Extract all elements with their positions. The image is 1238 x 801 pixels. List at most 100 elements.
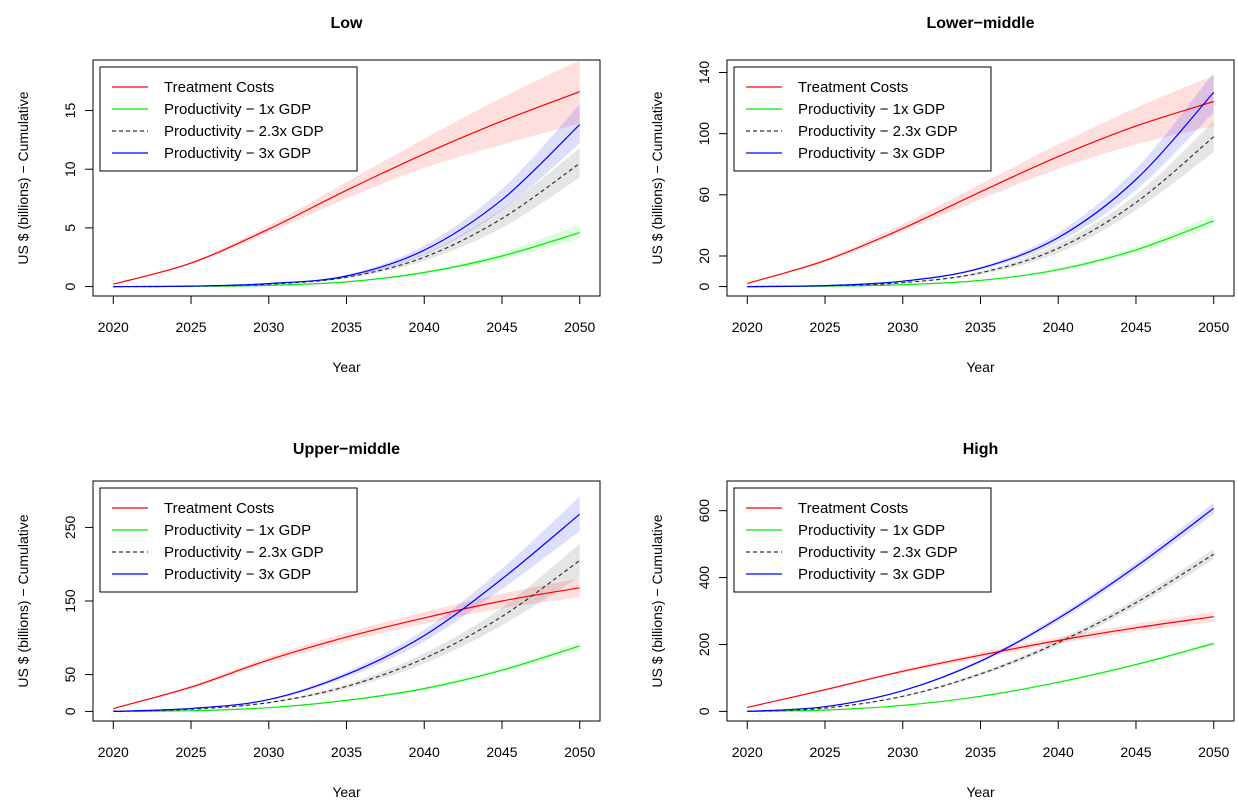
y-axis-label: US $ (billions) − Cumulative xyxy=(649,91,665,264)
chart-title: Low xyxy=(331,15,364,32)
legend-label: Treatment Costs xyxy=(164,79,274,96)
plot-area xyxy=(113,496,581,712)
legend-label: Productivity − 1x GDP xyxy=(164,101,311,118)
plot-area xyxy=(747,72,1215,288)
series-line xyxy=(113,513,581,712)
legend: Treatment Costs Productivity − 1x GDP Prod… xyxy=(733,66,992,172)
x-tick-label: 2035 xyxy=(331,744,362,760)
legend-label: Productivity − 3x GDP xyxy=(164,566,311,583)
y-tick-label: 200 xyxy=(696,633,712,657)
legend-label: Productivity − 3x GDP xyxy=(164,145,311,162)
legend-label: Productivity − 3x GDP xyxy=(798,566,945,583)
series-line xyxy=(747,642,1214,712)
x-tick-label: 2035 xyxy=(965,744,996,760)
legend-label: Treatment Costs xyxy=(798,79,908,96)
series-line xyxy=(113,124,581,288)
series-line xyxy=(747,553,1215,712)
plot-area xyxy=(747,502,1215,712)
series-line xyxy=(113,91,580,285)
y-tick-label: 140 xyxy=(696,61,712,85)
legend-box xyxy=(99,487,358,593)
x-tick-label: 2040 xyxy=(1043,319,1074,335)
x-tick-label: 2030 xyxy=(253,744,284,760)
series-band xyxy=(747,611,1214,708)
x-tick-label: 2025 xyxy=(175,744,206,760)
y-axis-label: US $ (billions) − Cumulative xyxy=(649,514,665,687)
y-tick-label: 150 xyxy=(62,589,78,613)
legend-label: Productivity − 1x GDP xyxy=(164,522,311,539)
chart-panel: Lower−middle 2020 2025 2030 2035 2040 2045 2050… xyxy=(649,15,1235,375)
x-axis-label: Year xyxy=(332,784,361,800)
series-line xyxy=(113,560,581,712)
x-tick-label: 2045 xyxy=(486,744,517,760)
y-tick-label: 250 xyxy=(62,516,78,540)
y-tick-label: 5 xyxy=(62,224,78,232)
chart-title: Lower−middle xyxy=(926,15,1034,32)
legend-label: Treatment Costs xyxy=(798,500,908,517)
x-tick-label: 2045 xyxy=(1120,319,1151,335)
legend-label: Productivity − 3x GDP xyxy=(798,145,945,162)
x-tick-label: 2020 xyxy=(98,744,129,760)
x-tick-label: 2025 xyxy=(809,744,840,760)
y-tick-label: 0 xyxy=(696,282,712,290)
series-line xyxy=(113,645,580,712)
plot-area xyxy=(113,60,581,288)
x-tick-label: 2020 xyxy=(98,319,129,335)
series-line xyxy=(747,92,1215,288)
legend-label: Productivity − 1x GDP xyxy=(798,522,945,539)
y-tick-label: 100 xyxy=(696,122,712,146)
y-tick-label: 50 xyxy=(62,667,78,683)
y-tick-label: 0 xyxy=(62,707,78,715)
legend-label: Productivity − 2.3x GDP xyxy=(164,123,324,140)
series-line xyxy=(747,507,1215,712)
y-tick-label: 600 xyxy=(696,499,712,523)
series-band xyxy=(113,543,580,712)
y-tick-label: 20 xyxy=(696,248,712,264)
x-tick-label: 2020 xyxy=(732,319,763,335)
x-tick-label: 2050 xyxy=(1198,319,1229,335)
legend-label: Productivity − 2.3x GDP xyxy=(798,123,958,140)
x-tick-label: 2025 xyxy=(809,319,840,335)
x-tick-label: 2030 xyxy=(253,319,284,335)
legend-box xyxy=(733,487,992,593)
x-tick-label: 2035 xyxy=(331,319,362,335)
legend-label: Productivity − 1x GDP xyxy=(798,101,945,118)
x-tick-label: 2050 xyxy=(564,744,595,760)
series-line xyxy=(747,616,1214,708)
y-tick-label: 15 xyxy=(62,103,78,119)
x-axis-label: Year xyxy=(332,359,361,375)
chart-title: Upper−middle xyxy=(293,441,400,458)
y-tick-label: 60 xyxy=(696,187,712,203)
x-tick-label: 2025 xyxy=(175,319,206,335)
legend-box xyxy=(733,66,992,172)
chart-panel: Upper−middle 2020 2025 2030 2035 2040 2045 2050… xyxy=(15,441,601,800)
y-axis-label: US $ (billions) − Cumulative xyxy=(15,91,31,264)
legend-box xyxy=(99,66,358,172)
legend-label: Productivity − 2.3x GDP xyxy=(798,544,958,561)
y-tick-label: 0 xyxy=(696,707,712,715)
legend: Treatment Costs Productivity − 1x GDP Prod… xyxy=(99,66,358,172)
series-band xyxy=(113,60,580,285)
x-tick-label: 2035 xyxy=(965,319,996,335)
x-axis-label: Year xyxy=(966,784,995,800)
x-tick-label: 2040 xyxy=(1043,744,1074,760)
series-line xyxy=(747,100,1214,285)
series-line xyxy=(113,587,580,710)
x-tick-label: 2020 xyxy=(732,744,763,760)
legend-label: Treatment Costs xyxy=(164,500,274,517)
x-tick-label: 2050 xyxy=(564,319,595,335)
series-band xyxy=(113,578,580,709)
y-tick-label: 400 xyxy=(696,566,712,590)
legend: Treatment Costs Productivity − 1x GDP Prod… xyxy=(733,487,992,593)
chart-title: High xyxy=(963,441,999,458)
chart-panel: Low 2020 2025 2030 2035 2040 2045 2050 0 5 10 15 Yea… xyxy=(15,15,601,375)
y-tick-label: 0 xyxy=(62,282,78,290)
y-axis-label: US $ (billions) − Cumulative xyxy=(15,514,31,687)
x-tick-label: 2045 xyxy=(1120,744,1151,760)
x-tick-label: 2040 xyxy=(409,744,440,760)
legend: Treatment Costs Productivity − 1x GDP Prod… xyxy=(99,487,358,593)
x-tick-label: 2045 xyxy=(486,319,517,335)
x-tick-label: 2030 xyxy=(887,744,918,760)
x-tick-label: 2050 xyxy=(1198,744,1229,760)
